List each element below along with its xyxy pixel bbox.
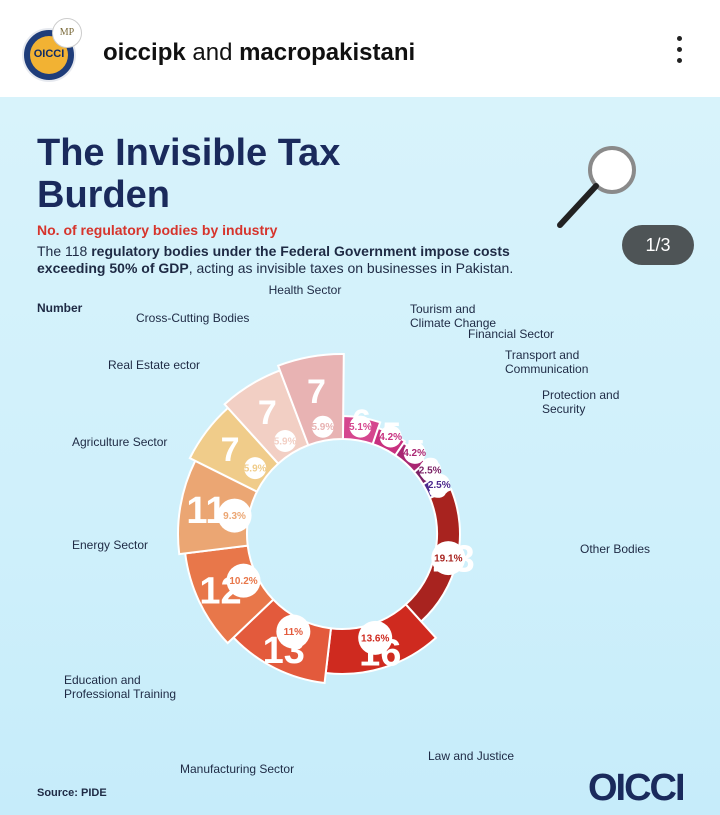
percent-badge: [349, 415, 372, 438]
percent-badge: [244, 457, 267, 480]
percent-label: 19.1%: [434, 554, 462, 565]
chart-title: The Invisible Tax Burden: [37, 132, 341, 216]
category-label: Tourism and Climate Change: [410, 302, 496, 330]
percent-label: 13.6%: [361, 633, 389, 644]
category-label: Manufacturing Sector: [180, 762, 294, 776]
percent-badge: [403, 441, 426, 464]
account-joiner: and: [185, 39, 240, 66]
category-label: Real Estate ector: [108, 358, 200, 372]
value-label: 7: [307, 373, 326, 411]
percent-label: 11%: [284, 627, 304, 638]
more-vertical-icon[interactable]: [672, 36, 686, 70]
percent-label: 9.3%: [223, 511, 246, 522]
percent-badge: [358, 620, 393, 655]
category-label: Agriculture Sector: [72, 435, 167, 449]
value-label: 7: [258, 394, 277, 432]
source-label: Source: PIDE: [37, 787, 107, 799]
percent-label: 5.1%: [349, 422, 372, 433]
donut-chart: 65.1%Health Sector54.2%Tourism andClimat…: [64, 146, 650, 776]
post-image: The Invisible Tax Burden No. of regulato…: [0, 97, 720, 815]
account-secondary[interactable]: macropakistani: [239, 39, 416, 66]
percent-label: 5.9%: [274, 437, 297, 448]
percent-label: 10.2%: [229, 576, 257, 587]
magnifier-icon: [557, 146, 636, 228]
carousel-pager[interactable]: 1/3: [622, 225, 694, 265]
chart-subtitle: No. of regulatory bodies by industry: [37, 222, 278, 238]
category-label: Cross-Cutting Bodies: [136, 311, 249, 325]
value-label: 7: [221, 431, 240, 469]
percent-badge: [311, 415, 334, 438]
category-label: Other Bodies: [580, 542, 650, 556]
account-primary[interactable]: oiccipk: [103, 39, 186, 66]
percent-badge: [428, 473, 451, 496]
category-label: Financial Sector: [468, 327, 554, 341]
percent-badge: [274, 430, 297, 453]
category-label: Education and Professional Training: [64, 673, 176, 701]
percent-badge: [379, 425, 402, 448]
percent-label: 5.9%: [244, 464, 267, 475]
chart-description: The 118 regulatory bodies under the Fede…: [37, 243, 527, 277]
category-label: Law and Justice: [428, 749, 514, 763]
category-label: Health Sector: [269, 283, 342, 297]
collab-avatar[interactable]: MP: [52, 18, 82, 48]
percent-label: 4.2%: [379, 432, 402, 443]
category-label: Transport and Communication: [505, 348, 588, 376]
account-names[interactable]: oiccipk and macropakistani: [103, 39, 415, 67]
category-label: Protection and Security: [542, 388, 619, 416]
percent-badge: [276, 614, 311, 649]
percent-badge: [217, 498, 252, 533]
avatar-text: OICCI: [33, 48, 65, 60]
percent-badge: [226, 563, 261, 598]
percent-badge: [431, 541, 466, 576]
number-label: Number: [37, 301, 83, 315]
desc-part-a: The 118: [37, 243, 92, 259]
percent-label: 5.9%: [311, 422, 334, 433]
oicci-logo: OICCI: [588, 767, 686, 809]
percent-label: 4.2%: [403, 448, 426, 459]
category-label: Energy Sector: [72, 538, 148, 552]
percent-label: 2.5%: [419, 465, 442, 476]
post-header: OICCI MP oiccipk and macropakistani: [0, 0, 720, 97]
desc-part-b: regulatory bodies under the Federal Gove…: [37, 243, 510, 276]
desc-part-c: , acting as invisible taxes on businesse…: [188, 260, 514, 276]
percent-label: 2.5%: [428, 480, 451, 491]
